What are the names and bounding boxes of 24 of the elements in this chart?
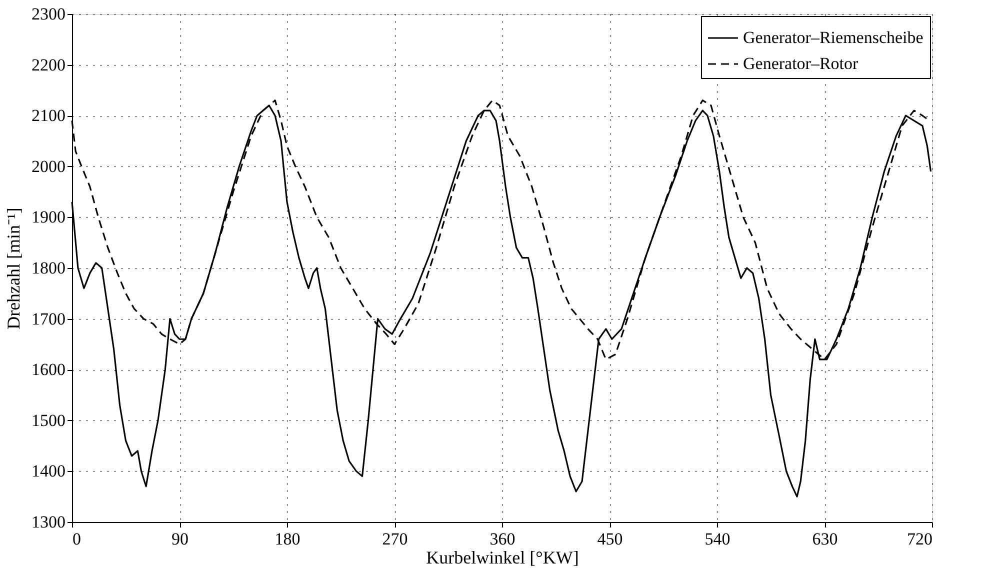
x-tick-label: 450 <box>597 530 623 548</box>
x-tick-label: 630 <box>812 530 838 548</box>
y-tick-label: 1600 <box>32 360 66 380</box>
y-tick-label: 1700 <box>32 309 66 328</box>
x-tick-label: 360 <box>490 530 516 548</box>
x-tick-label: 180 <box>274 530 300 548</box>
y-tick-label: 1500 <box>32 410 66 430</box>
x-axis-title: Kurbelwinkel [°KW] <box>426 548 579 568</box>
y-tick-label: 2000 <box>32 156 66 176</box>
y-tick-label: 2300 <box>32 4 66 24</box>
y-tick-label: 1800 <box>32 258 66 278</box>
y-axis-title: Drehzahl [min⁻¹] <box>4 208 24 330</box>
x-tick-label: 90 <box>172 530 188 548</box>
x-tick-label: 540 <box>704 530 730 548</box>
x-tick-label: 270 <box>382 530 408 548</box>
y-tick-label: 1300 <box>32 512 66 532</box>
y-tick-label: 2100 <box>32 106 66 126</box>
legend-label: Generator–Riemenscheibe <box>743 28 924 47</box>
x-tick-label: 0 <box>72 530 81 548</box>
y-tick-label: 2200 <box>32 55 66 74</box>
x-tick-label: 720 <box>907 530 932 548</box>
y-tick-label: 1900 <box>32 208 66 227</box>
legend-label: Generator–Rotor <box>743 54 859 73</box>
y-tick-label: 1400 <box>32 462 66 481</box>
